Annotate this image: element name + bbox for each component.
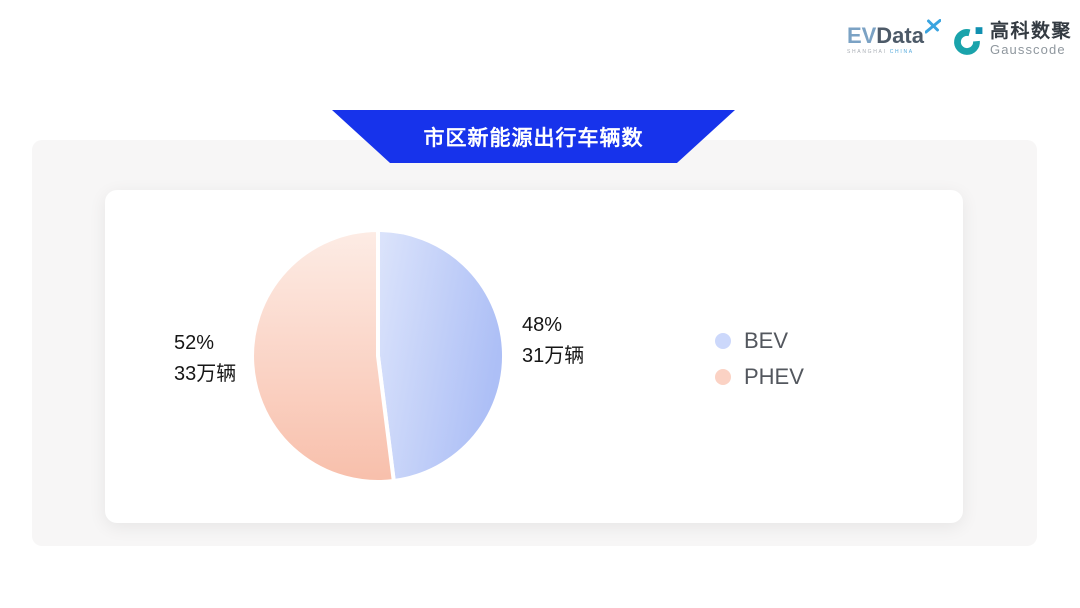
gausscode-logo-en: Gausscode	[989, 42, 1066, 57]
pie-chart[interactable]	[238, 216, 518, 496]
gausscode-g-icon	[954, 26, 983, 55]
gausscode-logo: 高科数聚 Gausscode	[953, 22, 1072, 57]
pie-label-bev: 48% 31万辆	[522, 310, 584, 372]
pie-label-phev: 52% 33万辆	[174, 328, 236, 390]
pie-label-phev-value: 33万辆	[174, 363, 237, 385]
chart-card: 48% 31万辆 52% 33万辆 BEV PHEV	[105, 190, 963, 523]
header-logos: EV Data SHANGHAI CHINA 高科数聚 Gausscode	[846, 19, 1072, 57]
evdata-x-icon	[924, 19, 941, 34]
evdata-logo-text-ev: EV	[846, 23, 877, 48]
pie-label-bev-value: 31万辆	[522, 345, 585, 367]
pie-slice-bev[interactable]	[376, 228, 506, 484]
legend-label-bev: BEV	[744, 328, 789, 353]
evdata-logo-text-data: Data	[876, 23, 924, 48]
legend: BEV PHEV	[715, 327, 804, 391]
pie-label-bev-percent: 48%	[522, 314, 563, 336]
evdata-logo-subtitle: SHANGHAI CHINA	[846, 49, 914, 55]
legend-item-bev[interactable]: BEV	[715, 327, 804, 355]
section-title-banner: 市区新能源出行车辆数	[332, 110, 735, 163]
legend-dot-phev	[715, 369, 731, 385]
pie-label-phev-percent: 52%	[174, 332, 215, 354]
legend-item-phev[interactable]: PHEV	[715, 363, 804, 391]
section-title: 市区新能源出行车辆数	[423, 126, 644, 150]
evdata-logo: EV Data SHANGHAI CHINA	[846, 19, 941, 55]
gausscode-logo-cn: 高科数聚	[989, 21, 1072, 42]
pie-slice-phev[interactable]	[250, 228, 396, 484]
legend-label-phev: PHEV	[744, 364, 804, 389]
legend-dot-bev	[715, 333, 731, 349]
section-panel: 48% 31万辆 52% 33万辆 BEV PHEV	[32, 140, 1037, 546]
